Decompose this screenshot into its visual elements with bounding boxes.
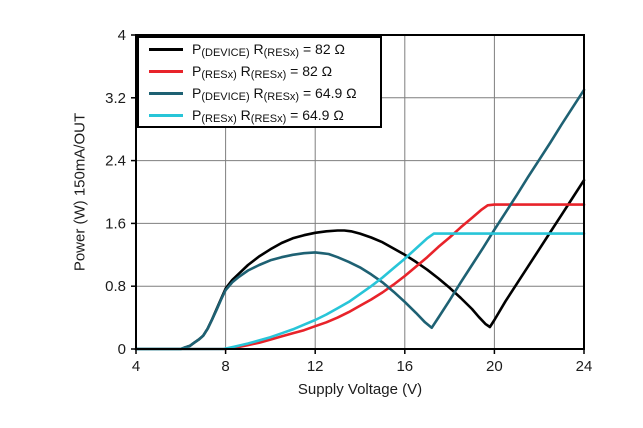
y-tick-label: 3.2	[105, 90, 126, 107]
legend-swatch-line	[149, 113, 183, 117]
x-tick-label: 8	[221, 358, 229, 375]
y-tick-label: 1.6	[105, 215, 126, 232]
y-axis-title: Power (W) 150mA/OUT	[71, 112, 89, 272]
legend-item-p-resx-82: P(RESx) R(RESx) = 82 Ω	[149, 60, 380, 82]
y-tick-label: 2.4	[105, 153, 126, 170]
legend-swatch-line	[149, 47, 183, 51]
curve-p-resx-82	[134, 203, 586, 351]
legend-swatch-line	[149, 69, 183, 73]
y-tick-label: 0.8	[105, 278, 126, 295]
y-tick-label: 0	[118, 341, 126, 358]
legend-label: P(RESx) R(RESx) = 64.9 Ω	[192, 106, 344, 125]
legend-label: P(DEVICE) R(RESx) = 64.9 Ω	[192, 84, 357, 103]
x-tick-label: 16	[396, 358, 413, 375]
legend-item-p-device-82: P(DEVICE) R(RESx) = 82 Ω	[149, 38, 380, 60]
x-tick-label: 24	[576, 358, 593, 375]
legend-item-p-resx-64-9: P(RESx) R(RESx) = 64.9 Ω	[149, 104, 380, 126]
x-tick-label: 20	[486, 358, 503, 375]
legend-swatch-line	[149, 91, 183, 95]
curve-p-device-64-9	[134, 88, 586, 351]
plot-frame	[135, 34, 585, 350]
x-tick-label: 12	[307, 358, 324, 375]
curve-p-resx-64-9	[134, 232, 586, 351]
x-tick-label: 4	[132, 358, 140, 375]
legend-item-p-device-64-9: P(DEVICE) R(RESx) = 64.9 Ω	[149, 82, 380, 104]
legend-label: P(RESx) R(RESx) = 82 Ω	[192, 62, 333, 81]
y-tick-label: 4	[118, 27, 126, 44]
legend-label: P(DEVICE) R(RESx) = 82 Ω	[192, 40, 345, 59]
x-axis-title: Supply Voltage (V)	[297, 381, 423, 398]
legend: P(DEVICE) R(RESx) = 82 Ω P(RESx) R(RESx) …	[137, 36, 382, 128]
